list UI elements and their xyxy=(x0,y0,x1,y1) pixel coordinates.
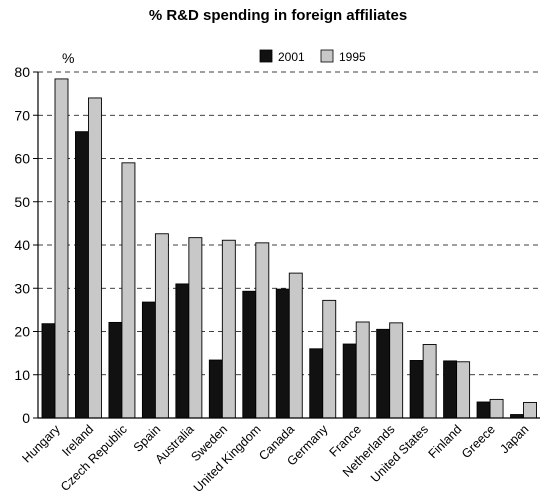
y-tick-label: 20 xyxy=(14,324,30,340)
bar-1995-germany xyxy=(322,299,337,419)
bars xyxy=(41,78,537,419)
bar-1995-netherlands xyxy=(389,322,404,419)
y-tick-label: 10 xyxy=(14,367,30,383)
bar-1995-france xyxy=(355,321,370,419)
y-unit-label: % xyxy=(62,50,74,66)
bar-1995-australia xyxy=(188,237,203,419)
bar-1995-greece xyxy=(489,398,504,419)
y-tick-label: 70 xyxy=(14,107,30,123)
bar-2001-hungary xyxy=(41,323,56,419)
bar-1995-sweden xyxy=(221,239,236,419)
chart-title: % R&D spending in foreign affiliates xyxy=(149,7,407,24)
bar-1995-czech-republic xyxy=(121,162,136,419)
x-category-label: Hungary xyxy=(20,422,64,466)
bar-2001-united-kingdom xyxy=(242,290,257,419)
legend-swatch-1995 xyxy=(320,49,334,63)
legend: 2001 1995 xyxy=(259,49,366,64)
legend-label-2001: 2001 xyxy=(278,50,305,64)
bar-2001-france xyxy=(342,343,357,419)
bar-2001-australia xyxy=(175,283,190,419)
y-tick-label: 0 xyxy=(22,410,30,426)
bar-1995-united-states xyxy=(422,344,437,419)
y-tick-label: 30 xyxy=(14,280,30,296)
bar-2001-greece xyxy=(476,401,491,419)
bar-1995-united-kingdom xyxy=(255,242,270,419)
bar-2001-netherlands xyxy=(376,328,391,419)
x-category-label: Japan xyxy=(497,422,531,456)
bar-1995-hungary xyxy=(54,78,69,419)
y-tick-label: 50 xyxy=(14,194,30,210)
bar-2001-ireland xyxy=(75,131,89,419)
axes xyxy=(37,72,540,419)
bar-1995-japan xyxy=(523,401,537,419)
bar-1995-ireland xyxy=(88,97,102,419)
bar-2001-czech-republic xyxy=(108,321,123,419)
bar-2001-spain xyxy=(141,301,156,419)
y-tick-label: 40 xyxy=(14,237,30,253)
bar-2001-germany xyxy=(309,348,324,419)
bar-1995-spain xyxy=(154,233,169,419)
bar-1995-finland xyxy=(456,361,471,419)
y-tick-labels: 0 10 20 30 40 50 60 70 80 xyxy=(14,64,30,426)
bar-2001-finland xyxy=(443,360,458,419)
bar-2001-united-states xyxy=(409,360,424,419)
bar-1995-canada xyxy=(288,272,303,419)
y-tick-label: 80 xyxy=(14,64,30,80)
bar-2001-canada xyxy=(275,288,290,419)
x-category-label: Finland xyxy=(426,422,465,461)
legend-label-1995: 1995 xyxy=(339,50,366,64)
bar-2001-sweden xyxy=(208,359,223,419)
legend-swatch-2001 xyxy=(259,49,273,63)
y-tick-label: 60 xyxy=(14,151,30,167)
x-category-label: Greece xyxy=(459,422,498,461)
